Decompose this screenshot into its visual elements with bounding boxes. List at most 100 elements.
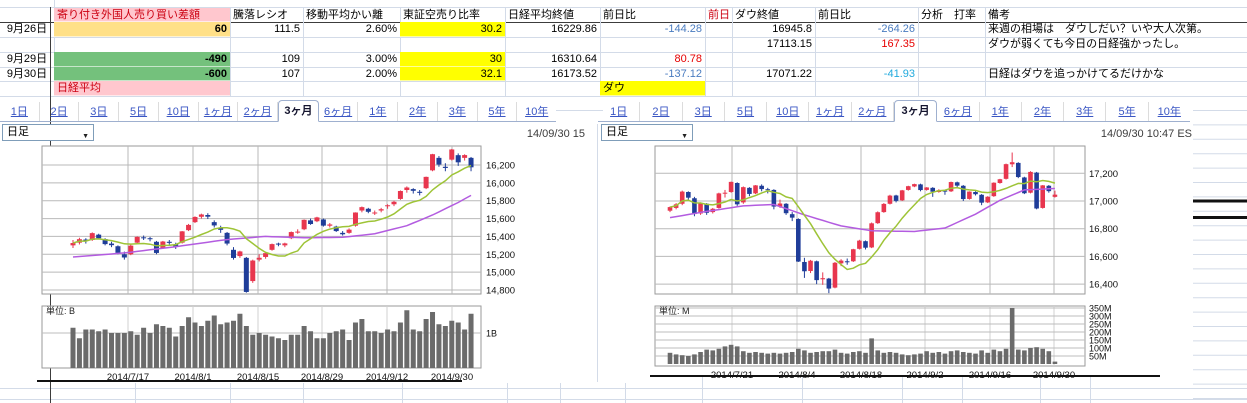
dow-tab-6ヶ月[interactable]: 6ヶ月 [937,102,980,121]
header-cell-gaijin[interactable]: 寄り付き外国人売り買い差額 [54,8,230,22]
svg-text:単位: B: 単位: B [46,305,75,316]
nikkei-tab-3年[interactable]: 3年 [438,102,478,121]
table-cell-nikkei_close[interactable]: 16310.64 [551,53,597,65]
table-cell-kairi[interactable]: 2.00% [365,68,397,80]
header-cell-kairi[interactable]: 移動平均かい離 [306,9,383,21]
table-cell-date[interactable]: 9月30日 [6,68,48,80]
nikkei-tab-2ヶ月[interactable]: 2ヶ月 [238,102,279,121]
svg-text:16,600: 16,600 [1089,252,1118,263]
table-cell-karauri[interactable]: 32.1 [400,67,505,81]
header-cell-zenhi1[interactable]: 前日比 [603,9,636,21]
nikkei-tab-3日[interactable]: 3日 [79,102,120,121]
table-cell-biko[interactable]: 日経はダウを追っかけてるだけかな [988,68,1164,80]
header-cell-zenhi2[interactable]: 前日比 [818,9,851,21]
svg-text:2014/9/12: 2014/9/12 [366,372,408,383]
dow-tab-5日[interactable]: 5日 [725,102,768,121]
dow-tab-3日[interactable]: 3日 [683,102,725,121]
svg-text:250M: 250M [1089,320,1112,330]
dow-tab-2ヶ月[interactable]: 2ヶ月 [852,102,894,121]
header-cell-nikkei_close[interactable]: 日経平均終値 [508,9,574,21]
table-cell-zenhi1[interactable]: 80.78 [674,53,702,65]
svg-text:50M: 50M [1089,352,1107,362]
svg-text:15,000: 15,000 [486,268,515,279]
dow-interval-select[interactable]: ▼ 日足 [601,124,693,141]
table-cell-dow_close[interactable]: 16945.8 [772,23,812,35]
svg-text:2014/7/17: 2014/7/17 [107,372,149,383]
table-cell-date[interactable]: 9月26日 [6,23,48,35]
svg-text:15,600: 15,600 [486,214,515,225]
table-cell-nikkei_close[interactable]: 16229.86 [551,23,597,35]
table-cell-gaijin[interactable]: -490 [54,52,230,67]
nikkei-tab-3ヶ月[interactable]: 3ヶ月 [278,100,319,122]
table-cell-gaijin[interactable]: 日経平均 [54,81,230,96]
table-cell-biko[interactable]: ダウが弱くても今日の日経強かったし。 [988,38,1186,50]
table-cell-gaijin[interactable]: 60 [54,22,230,37]
header-cell-zenjitsu[interactable]: 前日 [708,9,730,21]
header-cell-karauri[interactable]: 東証空売り比率 [403,9,480,21]
nikkei-chart-datetime: 14/09/30 15 [526,128,585,140]
table-cell-nikkei_close[interactable]: 16173.52 [551,68,597,80]
chevron-down-icon: ▼ [681,133,688,140]
nikkei-tab-1年[interactable]: 1年 [358,102,399,121]
dow-tab-3年[interactable]: 3年 [1064,102,1107,121]
table-cell-biko[interactable]: 来週の相場は ダウしだい？いや大人次第。 [988,23,1208,35]
svg-text:15,800: 15,800 [486,196,515,207]
nikkei-tab-1ヶ月[interactable]: 1ヶ月 [199,102,239,121]
dow-tab-3ヶ月[interactable]: 3ヶ月 [893,100,938,122]
table-cell-kairi[interactable]: 2.60% [365,23,397,35]
header-cell-biko[interactable]: 備考 [988,9,1010,21]
table-cell-zenhi2[interactable]: 167.35 [881,38,915,50]
svg-text:2014/8/15: 2014/8/15 [237,372,279,383]
table-cell-ratio[interactable]: 109 [281,53,300,65]
dow-tab-10年[interactable]: 10年 [1157,106,1181,118]
table-cell-ratio[interactable]: 107 [281,68,300,80]
nikkei-chart-volume-bars [70,310,474,368]
svg-text:16,800: 16,800 [1089,224,1118,235]
svg-text:単位: M: 単位: M [659,305,690,316]
dow-chart-datetime: 14/09/30 10:47 ES [1100,128,1192,140]
nikkei-tab-5日[interactable]: 5日 [119,102,159,121]
nikkei-tab-6ヶ月[interactable]: 6ヶ月 [319,102,359,121]
nikkei-tab-10日[interactable]: 10日 [159,102,199,121]
nikkei-tab-2年[interactable]: 2年 [398,102,438,121]
dow-chart-ma-long [669,187,1055,233]
nikkei-tab-10年[interactable]: 10年 [525,106,549,118]
nikkei-tab-2日[interactable]: 2日 [40,102,80,121]
dow-tab-1ヶ月[interactable]: 1ヶ月 [809,102,852,121]
table-cell-zenhi1[interactable]: ダウ [600,81,705,96]
table-cell-gaijin[interactable]: -600 [54,67,230,81]
header-cell-bunseki[interactable]: 分析 打率 [921,9,976,21]
table-cell-karauri[interactable]: 30 [400,52,505,67]
svg-text:16,400: 16,400 [1089,280,1118,291]
table-cell-zenhi1[interactable]: -137.12 [664,68,702,80]
table-cell-karauri[interactable]: 30.2 [400,22,505,37]
table-cell-date[interactable]: 9月29日 [6,53,48,65]
header-cell-dow_close[interactable]: ダウ終値 [735,9,779,21]
nikkei-chart-ma-long [72,194,472,258]
dow-chart: 17,200 17,000 16,800 16,600 16,400 350M300M25… [650,145,1160,381]
table-cell-ratio[interactable]: 111.5 [274,23,300,35]
dow-tab-1年[interactable]: 1年 [980,102,1022,121]
table-cell-dow_close[interactable]: 17071.22 [766,68,812,80]
dow-tab-1日[interactable]: 1日 [598,102,641,121]
dow-tab-2年[interactable]: 2年 [1022,102,1065,121]
nikkei-interval-select[interactable]: ▼ 日足 [2,124,94,141]
dow-tab-10日[interactable]: 10日 [767,102,810,121]
svg-text:300M: 300M [1089,312,1112,322]
dow-chart-candles [667,152,1058,294]
table-cell-zenhi2[interactable]: -41.93 [883,68,915,80]
chevron-down-icon: ▼ [82,133,89,140]
nikkei-tab-1日[interactable]: 1日 [0,102,40,121]
table-cell-zenhi1[interactable]: -144.28 [664,23,702,35]
svg-text:2014/9/30: 2014/9/30 [431,372,473,383]
header-cell-ratio[interactable]: 騰落レシオ [233,9,288,21]
table-cell-kairi[interactable]: 3.00% [365,53,397,65]
dow-tab-5年[interactable]: 5年 [1106,102,1149,121]
table-cell-zenhi2[interactable]: -264.26 [877,23,915,35]
table-cell-dow_close[interactable]: 17113.15 [766,38,812,50]
nikkei-chart: 16,200 16,000 15,800 15,600 15,400 15,200 15,0… [37,145,515,383]
dow-tab-2日[interactable]: 2日 [640,102,683,121]
nikkei-tab-5年[interactable]: 5年 [478,102,518,121]
dow-period-tabbar: 1日 2日 3日 5日 10日 1ヶ月 2ヶ月 3ヶ月 6ヶ月 1年 2年 3年 5年 10年 [598,98,1190,122]
